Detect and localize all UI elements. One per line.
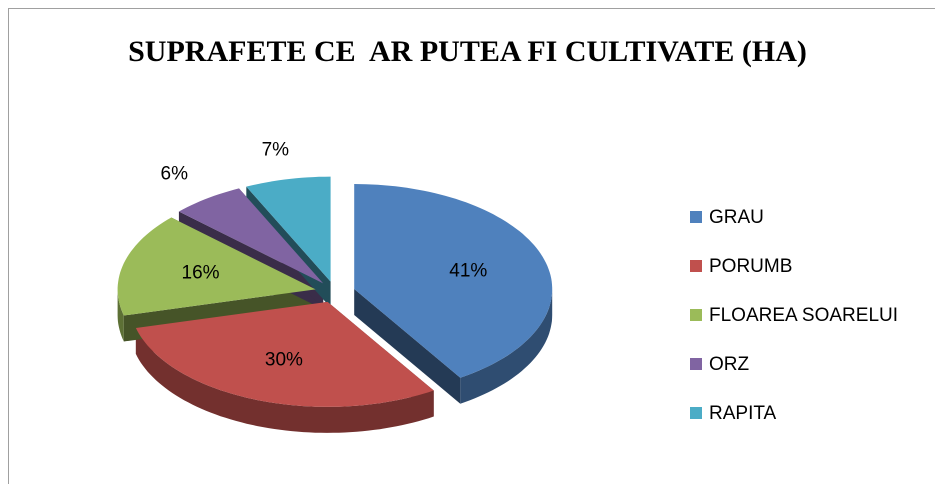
legend-label: ORZ	[709, 354, 750, 375]
legend-swatch	[690, 211, 702, 223]
data-label: 6%	[161, 164, 189, 185]
slice-wall	[117, 289, 124, 342]
slice	[246, 176, 331, 282]
slice-side	[354, 289, 461, 404]
data-label: 30%	[265, 349, 303, 370]
legend-label: GRAU	[709, 207, 764, 228]
title-box: SUPRAFETE CE AR PUTEA FI CULTIVATE (HA)	[0, 32, 935, 72]
slice-wall	[135, 328, 434, 433]
data-label: 41%	[449, 260, 487, 281]
slice	[135, 301, 434, 407]
legend-label: RAPITA	[709, 403, 777, 424]
legend-swatch	[690, 309, 702, 321]
slice	[117, 217, 316, 316]
chart-border	[8, 8, 935, 484]
data-label: 7%	[262, 140, 290, 161]
legend-swatch	[690, 260, 702, 272]
chart-title: SUPRAFETE CE AR PUTEA FI CULTIVATE (HA)	[128, 35, 807, 68]
slice	[354, 184, 553, 378]
data-label: 16%	[182, 263, 220, 284]
legend-label: FLOAREA SOAREL​UI	[709, 305, 898, 326]
slice	[178, 188, 324, 284]
legend-swatch	[690, 358, 702, 370]
legend-swatch	[690, 407, 702, 419]
legend-label: PORUMB	[709, 256, 792, 277]
slice-wall	[460, 289, 553, 404]
